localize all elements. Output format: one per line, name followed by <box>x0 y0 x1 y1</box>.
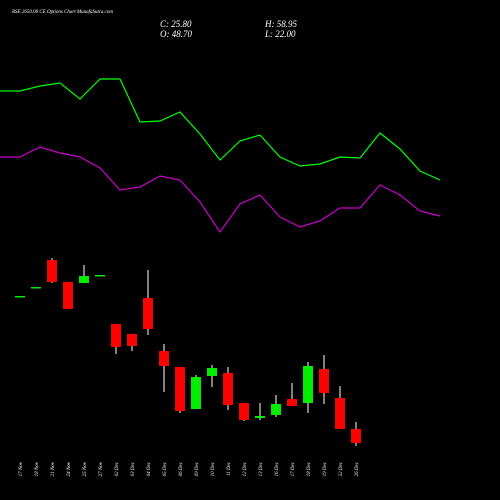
x-tick-label: 06 Dec <box>179 461 184 476</box>
candle-body <box>31 287 41 289</box>
x-tick-label: 02 Dec <box>115 461 120 476</box>
x-tick-label: 09 Dec <box>195 461 200 476</box>
x-tick-label: 05 Dec <box>163 461 168 476</box>
candle-body <box>271 404 281 415</box>
x-tick-label: 27 Nov <box>99 461 104 476</box>
high-label: H: 58.95 <box>264 19 297 29</box>
x-tick-label: 22 Dec <box>339 461 344 476</box>
x-tick-label: 21 Nov <box>51 461 56 476</box>
candle-body <box>15 296 25 298</box>
x-tick-label: 17 Nov <box>19 461 24 476</box>
x-tick-label: 11 Dec <box>227 461 232 476</box>
candle-body <box>111 324 121 347</box>
candle-body <box>63 282 73 309</box>
candle-body <box>79 276 89 283</box>
candle-body <box>95 275 105 277</box>
candle-body <box>223 373 233 405</box>
low-label: L: 22.00 <box>264 29 296 39</box>
candle-body <box>255 416 265 418</box>
x-tick-label: 18 Dec <box>307 461 312 476</box>
x-tick-label: 04 Dec <box>147 461 152 476</box>
x-tick-label: 25 Nov <box>83 461 88 476</box>
x-tick-label: 17 Dec <box>291 461 296 476</box>
candle-body <box>127 334 137 346</box>
candle-body <box>351 429 361 443</box>
x-tick-label: 19 Dec <box>323 461 328 476</box>
x-tick-label: 13 Dec <box>259 461 264 476</box>
x-tick-label: 10 Dec <box>211 461 216 476</box>
x-tick-label: 16 Dec <box>275 461 280 476</box>
candle-body <box>335 398 345 429</box>
chart-title: BSE 2650.00 CE Options Chart MunafaSutra… <box>12 10 113 15</box>
indicator-line <box>0 78 441 181</box>
candle-body <box>175 367 185 411</box>
open-label: O: 48.70 <box>160 29 192 39</box>
x-tick-label: 24 Nov <box>67 461 72 476</box>
candle-body <box>143 298 153 329</box>
candle-body <box>47 260 57 282</box>
candle-body <box>159 351 169 366</box>
candle-body <box>207 368 217 376</box>
candle-body <box>303 366 313 403</box>
x-tick-label: 12 Dec <box>243 461 248 476</box>
candle-body <box>239 403 249 420</box>
close-label: C: 25.80 <box>160 19 192 29</box>
candle-body <box>191 377 201 409</box>
x-tick-label: 18 Nov <box>35 461 40 476</box>
x-tick-label: 03 Dec <box>131 461 136 476</box>
indicator-line <box>0 146 441 234</box>
candle-body <box>319 369 329 393</box>
x-tick-label: 26 Dec <box>355 461 360 476</box>
candle-body <box>287 399 297 406</box>
